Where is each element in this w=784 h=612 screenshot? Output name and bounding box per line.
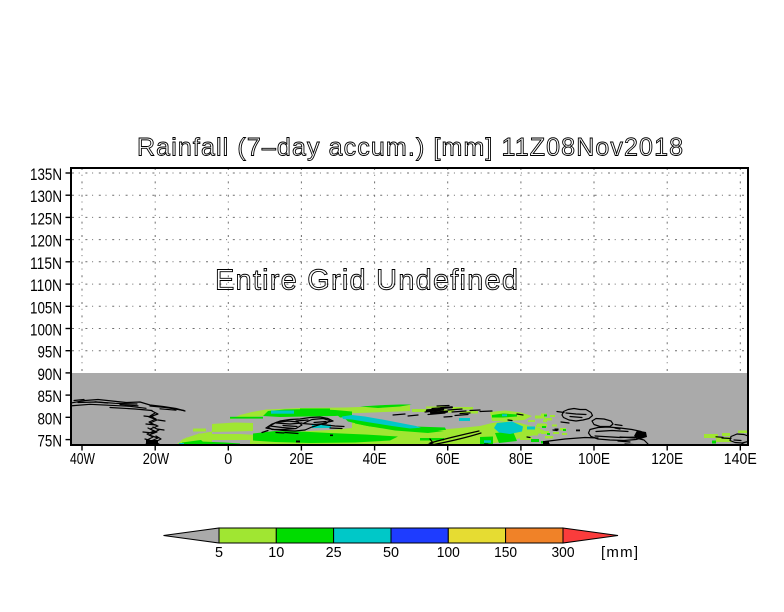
svg-text:130N: 130N [30, 188, 62, 206]
svg-text:Rainfall (7–day accum.) [mm] 1: Rainfall (7–day accum.) [mm] 11Z08Nov201… [137, 134, 683, 162]
svg-text:95N: 95N [38, 344, 63, 362]
svg-text:10: 10 [268, 544, 284, 561]
svg-text:20W: 20W [143, 451, 170, 468]
svg-text:50: 50 [383, 544, 399, 561]
svg-text:150: 150 [494, 544, 517, 561]
svg-text:140E: 140E [724, 451, 757, 468]
svg-text:100N: 100N [30, 322, 62, 340]
svg-text:60E: 60E [436, 451, 460, 468]
svg-text:[mm]: [mm] [601, 544, 638, 561]
svg-text:5: 5 [215, 544, 223, 561]
svg-text:100E: 100E [578, 451, 610, 468]
svg-text:90N: 90N [38, 366, 63, 384]
svg-text:135N: 135N [30, 166, 62, 184]
svg-text:75N: 75N [38, 433, 63, 451]
svg-text:20E: 20E [289, 451, 313, 468]
svg-text:80N: 80N [38, 410, 63, 428]
svg-text:0: 0 [224, 451, 232, 468]
svg-text:300: 300 [552, 544, 575, 561]
svg-text:Entire Grid Undefined: Entire Grid Undefined [215, 265, 518, 297]
svg-text:120N: 120N [30, 233, 62, 251]
svg-text:80E: 80E [509, 451, 533, 468]
svg-text:120E: 120E [651, 451, 683, 468]
svg-text:125N: 125N [30, 210, 62, 228]
svg-text:25: 25 [326, 544, 342, 561]
svg-text:85N: 85N [38, 388, 63, 406]
svg-text:110N: 110N [30, 277, 62, 295]
svg-text:100: 100 [437, 544, 460, 561]
svg-text:115N: 115N [30, 255, 62, 273]
svg-text:40E: 40E [363, 451, 387, 468]
svg-text:105N: 105N [30, 299, 62, 317]
svg-text:40W: 40W [70, 451, 96, 468]
